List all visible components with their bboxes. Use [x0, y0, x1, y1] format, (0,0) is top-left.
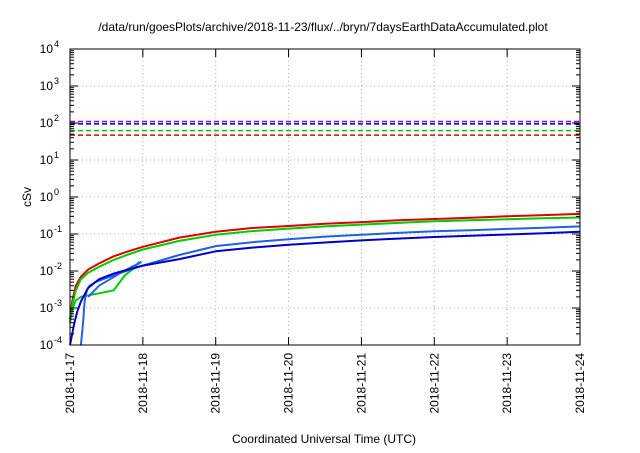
series-line [69, 230, 581, 346]
x-tick-label: 2018-11-22 [427, 353, 441, 414]
y-tick-exponent: 1 [54, 150, 59, 160]
grid [70, 49, 580, 345]
y-tick-exponent: 4 [54, 39, 59, 49]
y-tick-exponent: -4 [54, 335, 62, 345]
y-tick-label: 10 [40, 264, 54, 278]
x-tick-label: 2018-11-19 [209, 353, 223, 414]
x-tick-label: 2018-11-20 [282, 353, 296, 414]
x-tick-label: 2018-11-17 [63, 353, 77, 414]
y-tick-exponent: 2 [54, 113, 59, 123]
y-tick-exponent: 0 [54, 187, 59, 197]
y-tick-exponent: 3 [54, 76, 59, 86]
series-line [69, 260, 140, 323]
x-axis-tick-labels: 2018-11-17 2018-11-18 2018-11-19 2018-11-20… [63, 353, 587, 414]
series-line [69, 212, 581, 320]
x-tick-label: 2018-11-21 [354, 353, 368, 414]
series-line [87, 260, 143, 298]
chart-title: /data/run/goesPlots/archive/2018-11-23/f… [98, 20, 548, 34]
axis-ticks [69, 48, 581, 346]
y-tick-exponent: -3 [54, 298, 62, 308]
series-lines [69, 212, 581, 346]
y-axis-label: cSv [20, 187, 34, 207]
y-tick-label: 10 [40, 116, 54, 130]
x-tick-label: 2018-11-18 [136, 353, 150, 414]
x-tick-label: 2018-11-24 [573, 353, 587, 414]
y-tick-exponent: -2 [54, 261, 62, 271]
y-tick-label: 10 [40, 338, 54, 352]
threshold-lines [70, 120, 580, 136]
y-tick-label: 10 [40, 301, 54, 315]
x-axis-label: Coordinated Universal Time (UTC) [232, 432, 416, 446]
y-tick-label: 10 [40, 42, 54, 56]
y-tick-label: 10 [40, 79, 54, 93]
y-tick-label: 10 [40, 190, 54, 204]
series-line [69, 216, 581, 323]
y-tick-exponent: -1 [54, 224, 62, 234]
x-tick-label: 2018-11-23 [500, 353, 514, 414]
y-tick-label: 10 [40, 227, 54, 241]
y-tick-label: 10 [40, 153, 54, 167]
